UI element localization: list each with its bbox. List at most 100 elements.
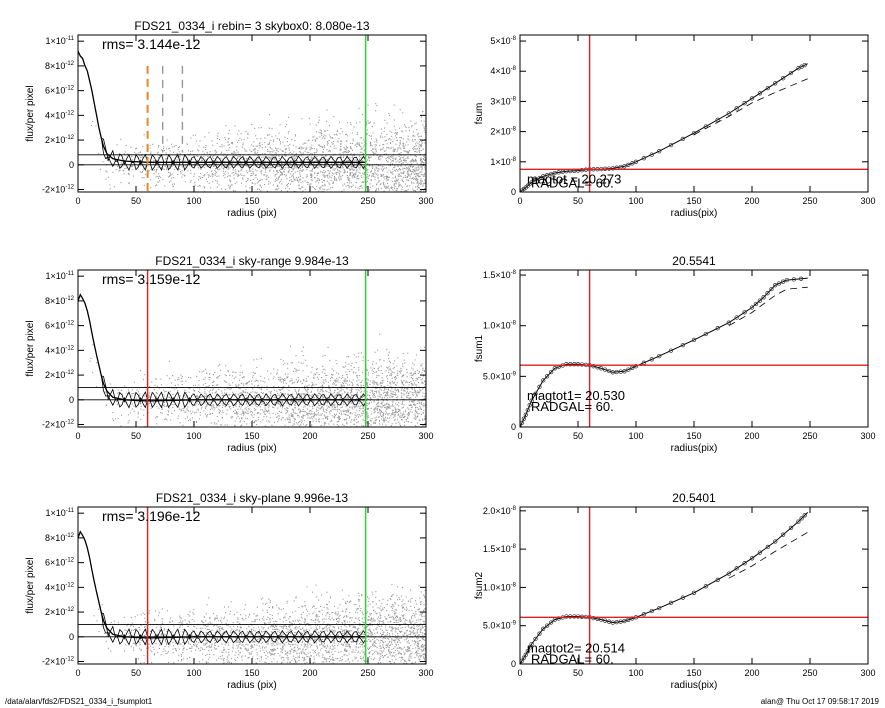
magtot-label: magtot2= 20.514 (527, 640, 625, 655)
plot-area (78, 507, 426, 664)
profile-error-lower (100, 136, 367, 172)
pixel-scatter (90, 103, 426, 192)
fsum-dashed (728, 531, 808, 579)
x-axis-label: radius(pix) (671, 443, 718, 454)
plot-frame (77, 34, 427, 193)
x-tick-label: 200 (744, 431, 759, 441)
x-tick-label: 300 (860, 196, 875, 206)
y-tick-label: 8×10-12 (45, 533, 75, 543)
rms-label: rms= 3.196e-12 (102, 508, 201, 524)
x-tick-label: 250 (802, 196, 817, 206)
plot-area (520, 507, 868, 664)
x-axis-label: radius (pix) (227, 208, 276, 219)
fsum-curve (520, 63, 808, 192)
y-tick-label: 4×10-12 (45, 110, 75, 120)
x-tick-label: 50 (131, 431, 141, 441)
x-tick-label: 50 (131, 668, 141, 678)
magtot-label: magtot = 20.273 (527, 171, 621, 186)
rms-label: rms= 3.144e-12 (102, 36, 201, 52)
y-axis-label: fsum1 (474, 334, 485, 362)
pixel-scatter (93, 584, 426, 664)
y-tick-label: 1×10-8 (490, 157, 516, 167)
x-tick-label: 300 (418, 196, 433, 206)
y-tick-label: 8×10-12 (45, 296, 75, 306)
x-tick-label: 300 (418, 668, 433, 678)
x-tick-label: 100 (186, 668, 201, 678)
y-tick-label: 4×10-12 (45, 345, 75, 355)
y-axis-label: flux/per pixel (25, 320, 36, 376)
x-axis-label: radius(pix) (671, 680, 718, 691)
x-tick-label: 150 (244, 431, 259, 441)
x-tick-label: 0 (75, 431, 80, 441)
profile-error-upper (101, 375, 367, 403)
x-tick-label: 250 (802, 668, 817, 678)
x-axis-label: radius (pix) (227, 443, 276, 454)
x-tick-label: 150 (244, 668, 259, 678)
chart-panel-5: rms= 3.196e-12 0 50 100 150 200 250 300 -2×10-12… (25, 491, 434, 691)
radgal-label: RADGAL= 60. (531, 399, 614, 414)
x-tick-label: 200 (302, 668, 317, 678)
x-tick-label: 100 (186, 196, 201, 206)
y-tick-label: 6×10-12 (45, 558, 75, 568)
fsum-dashed (693, 78, 808, 135)
y-tick-label: 0 (511, 187, 516, 197)
y-tick-label: 0 (511, 659, 516, 669)
y-tick-label: 8×10-12 (45, 61, 75, 71)
x-tick-label: 100 (628, 196, 643, 206)
x-tick-label: 0 (75, 668, 80, 678)
y-tick-label: 6×10-12 (45, 86, 75, 96)
y-tick-label: 0 (69, 632, 74, 642)
y-tick-label: 2×10-12 (45, 370, 75, 380)
x-tick-label: 250 (360, 431, 375, 441)
y-tick-label: 1.5×10-8 (483, 544, 517, 554)
chart-title: 20.5401 (672, 491, 716, 505)
x-tick-label: 150 (686, 668, 701, 678)
y-tick-label: 5.0×10-9 (483, 371, 517, 381)
y-tick-label: 1.0×10-8 (483, 321, 517, 331)
fsum-curve (520, 512, 809, 664)
y-axis-label: flux/per pixel (25, 85, 36, 141)
fsum-dashed (728, 286, 808, 327)
y-tick-label: 5.0×10-9 (483, 621, 517, 631)
x-tick-label: 200 (302, 431, 317, 441)
x-axis-label: radius(pix) (671, 208, 718, 219)
chart-panel-1: rms= 3.144e-12 0 50 100 150 200 250 300 -2×10-12… (25, 19, 434, 219)
y-tick-label: 2×10-8 (490, 127, 516, 137)
rms-label: rms= 3.159e-12 (102, 271, 201, 287)
y-tick-label: 2×10-12 (45, 607, 75, 617)
plot-area (520, 35, 868, 192)
x-tick-label: 0 (75, 196, 80, 206)
plot-area (78, 35, 426, 192)
y-tick-label: 4×10-8 (490, 66, 516, 76)
profile-line (78, 530, 366, 639)
x-tick-label: 250 (360, 668, 375, 678)
magtot-label: magtot1= 20.530 (527, 388, 625, 403)
y-tick-label: 2.0×10-8 (483, 506, 517, 516)
x-tick-label: 0 (517, 196, 522, 206)
y-tick-label: 0 (511, 422, 516, 432)
x-tick-label: 300 (418, 431, 433, 441)
profile-error-upper (101, 612, 367, 640)
x-tick-label: 50 (131, 196, 141, 206)
y-tick-label: 1.0×10-8 (483, 582, 517, 592)
y-tick-label: 4×10-12 (45, 582, 75, 592)
profile-error-lower (100, 611, 367, 646)
x-tick-label: 50 (573, 668, 583, 678)
chart-title: FDS21_0334_i sky-plane 9.996e-13 (156, 491, 348, 505)
footer-path: /data/alan/fds2/FDS21_0334_i_fsumplot1 (5, 697, 153, 706)
radgal-label: RADGAL= 60. (531, 651, 614, 666)
x-tick-label: 300 (860, 431, 875, 441)
y-axis-label: fsum2 (474, 571, 485, 599)
footer-stamp: alan@ Thu Oct 17 09:58:17 2019 (760, 697, 879, 706)
y-tick-label: 6×10-12 (45, 321, 75, 331)
x-tick-label: 50 (573, 431, 583, 441)
x-tick-label: 150 (686, 196, 701, 206)
chart-title: FDS21_0334_i sky-range 9.984e-13 (155, 254, 349, 268)
x-tick-label: 150 (686, 431, 701, 441)
x-tick-label: 200 (302, 196, 317, 206)
x-tick-label: 100 (628, 668, 643, 678)
radgal-label: RADGAL= 60. (531, 175, 614, 190)
x-tick-label: 200 (744, 196, 759, 206)
